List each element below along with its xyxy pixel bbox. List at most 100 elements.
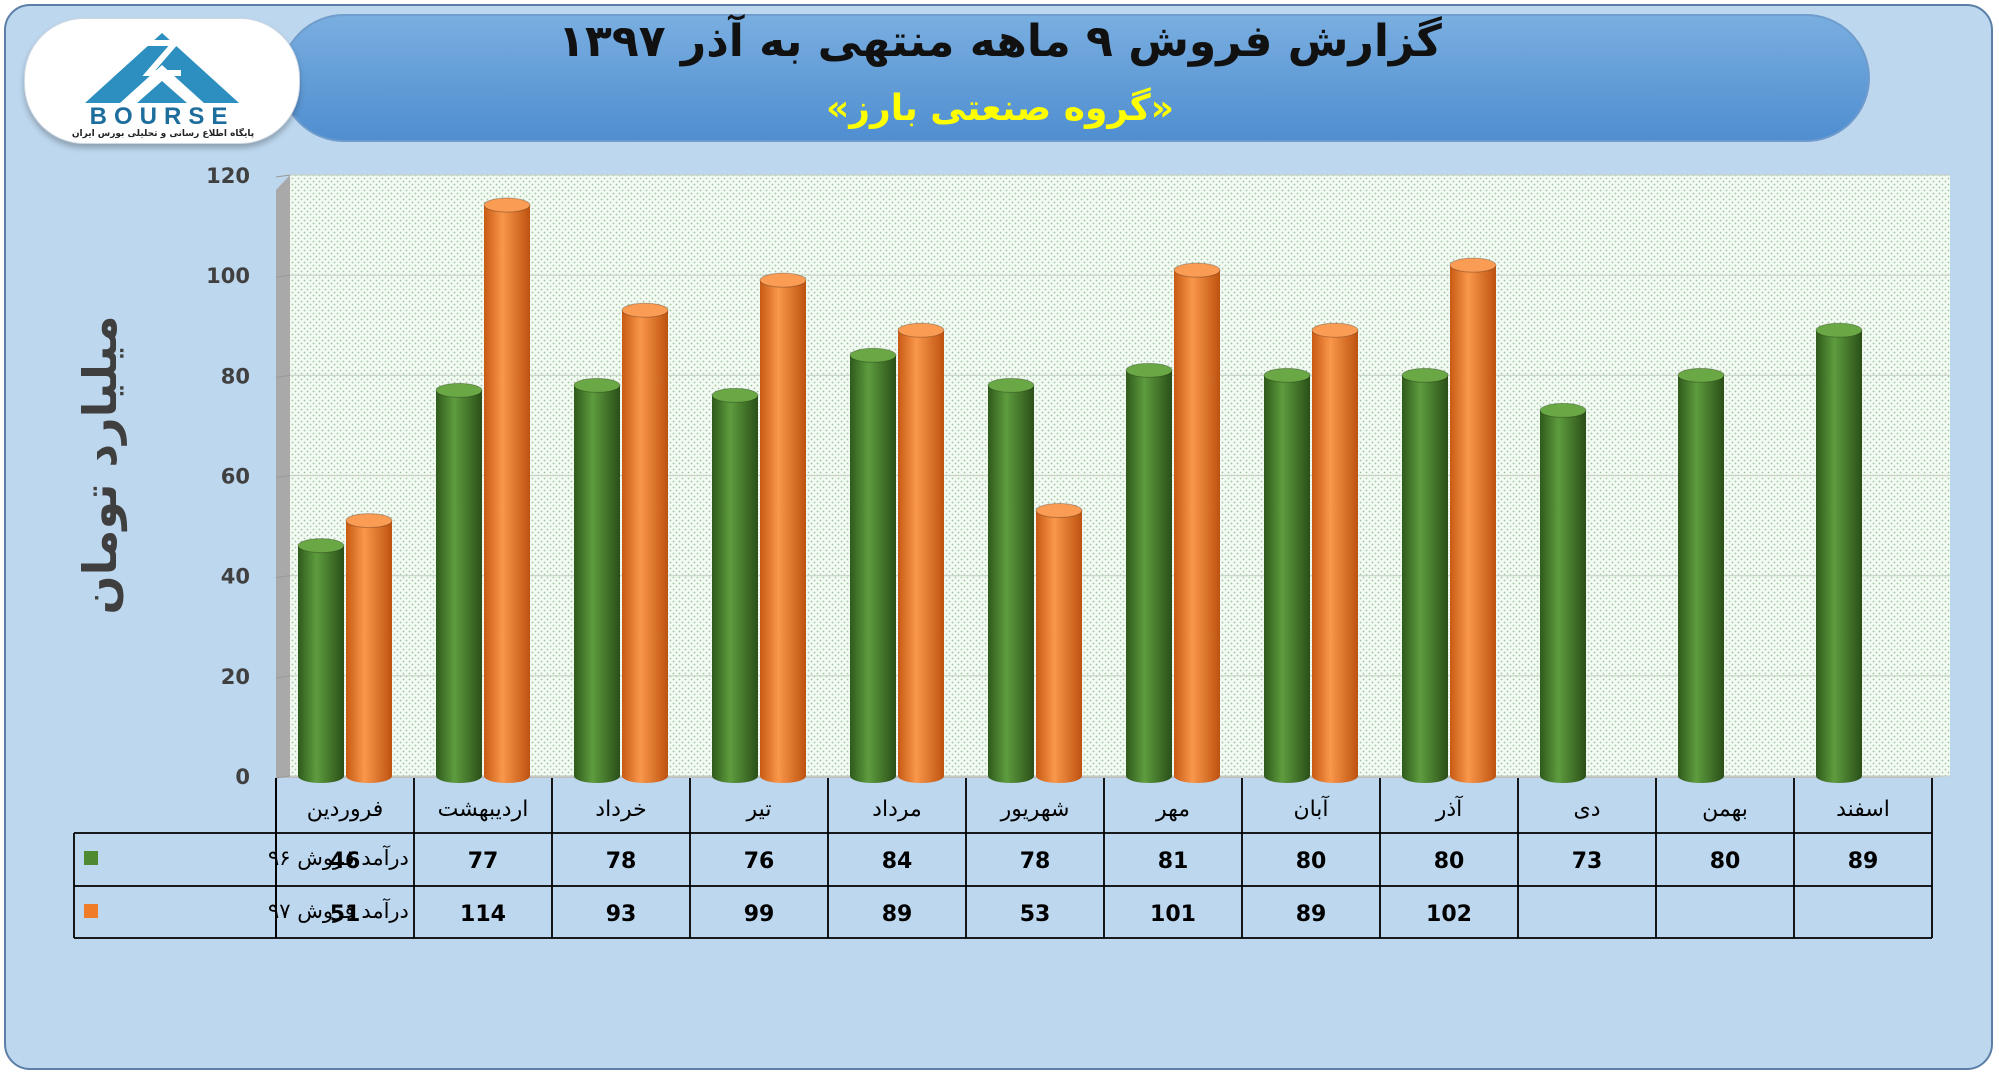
bar-96-body bbox=[988, 385, 1034, 776]
bar-96 bbox=[297, 538, 345, 783]
bar-96-top bbox=[849, 347, 897, 363]
bar-96-body bbox=[574, 385, 620, 776]
logo-word: BOURSE bbox=[89, 103, 235, 130]
bar-97-top bbox=[345, 513, 393, 529]
y-tick-label: 80 bbox=[221, 364, 250, 388]
bar-96-top bbox=[1539, 402, 1587, 418]
bar-97-body bbox=[484, 205, 530, 777]
bar-97-top bbox=[621, 302, 669, 318]
data-label: 81 bbox=[1158, 849, 1189, 874]
bar-96-body bbox=[1540, 410, 1586, 776]
bar-96 bbox=[987, 377, 1035, 783]
data-label: 73 bbox=[1572, 849, 1603, 874]
bar-97-base bbox=[1174, 769, 1220, 783]
bar-96-top bbox=[1263, 367, 1311, 383]
data-label: 77 bbox=[468, 849, 499, 874]
legend-label: درآمد فروش ۹۷ bbox=[268, 898, 409, 923]
bar-96-top bbox=[297, 538, 345, 554]
y-tick-label: 100 bbox=[206, 264, 250, 288]
bar-97-body bbox=[1312, 330, 1358, 776]
chart-title: گزارش فروش ۹ ماهه منتهی به آذر ۱۳۹۷ bbox=[558, 16, 1442, 67]
bar-97 bbox=[1035, 503, 1083, 783]
logo-mark-icon bbox=[85, 33, 239, 103]
bar-96 bbox=[1539, 402, 1587, 783]
bar-96-base bbox=[1402, 769, 1448, 783]
bar-97 bbox=[1173, 262, 1221, 783]
data-label: 80 bbox=[1434, 849, 1465, 874]
x-category-label: آبان bbox=[1293, 795, 1329, 822]
bar-96-top bbox=[1401, 367, 1449, 383]
bar-97-base bbox=[760, 769, 806, 783]
bar-97-body bbox=[898, 330, 944, 776]
data-label: 78 bbox=[1020, 849, 1051, 874]
bar-97 bbox=[621, 302, 669, 783]
y-tick-label: 0 bbox=[235, 765, 250, 789]
bar-97 bbox=[897, 322, 945, 783]
bar-96 bbox=[849, 347, 897, 783]
data-label: 51 bbox=[330, 902, 361, 927]
bar-96-base bbox=[574, 769, 620, 783]
bar-96-body bbox=[1816, 330, 1862, 776]
bar-96 bbox=[1401, 367, 1449, 783]
data-label: 114 bbox=[460, 902, 506, 927]
data-label: 101 bbox=[1150, 902, 1196, 927]
bar-96-body bbox=[1264, 375, 1310, 776]
bar-96-base bbox=[436, 769, 482, 783]
data-label: 80 bbox=[1296, 849, 1327, 874]
bar-97-top bbox=[759, 272, 807, 288]
bar-97-body bbox=[1036, 510, 1082, 776]
bar-97-base bbox=[346, 769, 392, 783]
bar-97-top bbox=[1311, 322, 1359, 338]
bar-97-base bbox=[484, 769, 530, 783]
bar-97-top bbox=[897, 322, 945, 338]
bourse-logo: BOURSE پایگاه اطلاع رسانی و تحلیلی بورس … bbox=[24, 18, 300, 144]
x-category-label: اسفند bbox=[1836, 797, 1890, 822]
bar-96-base bbox=[1264, 769, 1310, 783]
data-label: 80 bbox=[1710, 849, 1741, 874]
x-category-label: اردیبهشت bbox=[438, 797, 529, 822]
bar-96-top bbox=[573, 377, 621, 393]
bar-97-top bbox=[1173, 262, 1221, 278]
data-label: 89 bbox=[1848, 849, 1879, 874]
gridline-side bbox=[275, 675, 291, 679]
bar-96 bbox=[711, 387, 759, 783]
bar-96-top bbox=[435, 382, 483, 398]
bar-96-base bbox=[1678, 769, 1724, 783]
x-category-label: مهر bbox=[1155, 797, 1190, 822]
legend-swatch bbox=[84, 904, 98, 918]
bar-97 bbox=[345, 513, 393, 783]
legend-swatch bbox=[84, 851, 98, 865]
gridline-side bbox=[275, 174, 291, 178]
gridline-side bbox=[275, 374, 291, 378]
bar-96-base bbox=[988, 769, 1034, 783]
x-category-label: خرداد bbox=[595, 797, 646, 822]
bar-97-body bbox=[346, 520, 392, 776]
bar-97-body bbox=[1174, 270, 1220, 776]
x-category-label: شهریور bbox=[1000, 797, 1070, 822]
bar-97-top bbox=[1035, 503, 1083, 519]
legend-label: درآمد فروش ۹۶ bbox=[268, 845, 409, 870]
x-category-label: تیر bbox=[746, 797, 772, 822]
y-tick-label: 20 bbox=[221, 665, 250, 689]
bar-97 bbox=[483, 197, 531, 783]
bar-97-base bbox=[1450, 769, 1496, 783]
x-category-label: آذر bbox=[1435, 795, 1463, 822]
bar-96 bbox=[435, 382, 483, 783]
bar-96-body bbox=[436, 390, 482, 776]
data-label: 99 bbox=[744, 902, 775, 927]
bar-97 bbox=[1311, 322, 1359, 783]
bar-96 bbox=[1815, 322, 1863, 783]
data-label: 102 bbox=[1426, 902, 1472, 927]
bar-96 bbox=[1677, 367, 1725, 783]
bar-96-base bbox=[850, 769, 896, 783]
bar-97-base bbox=[1036, 769, 1082, 783]
x-category-label: بهمن bbox=[1702, 797, 1748, 822]
bar-96-base bbox=[298, 769, 344, 783]
bar-96 bbox=[1263, 367, 1311, 783]
bar-96-top bbox=[711, 387, 759, 403]
bar-97-top bbox=[1449, 257, 1497, 273]
data-label: 78 bbox=[606, 849, 637, 874]
bar-96-top bbox=[1677, 367, 1725, 383]
gridline-side bbox=[275, 274, 291, 278]
bar-97-body bbox=[1450, 265, 1496, 776]
